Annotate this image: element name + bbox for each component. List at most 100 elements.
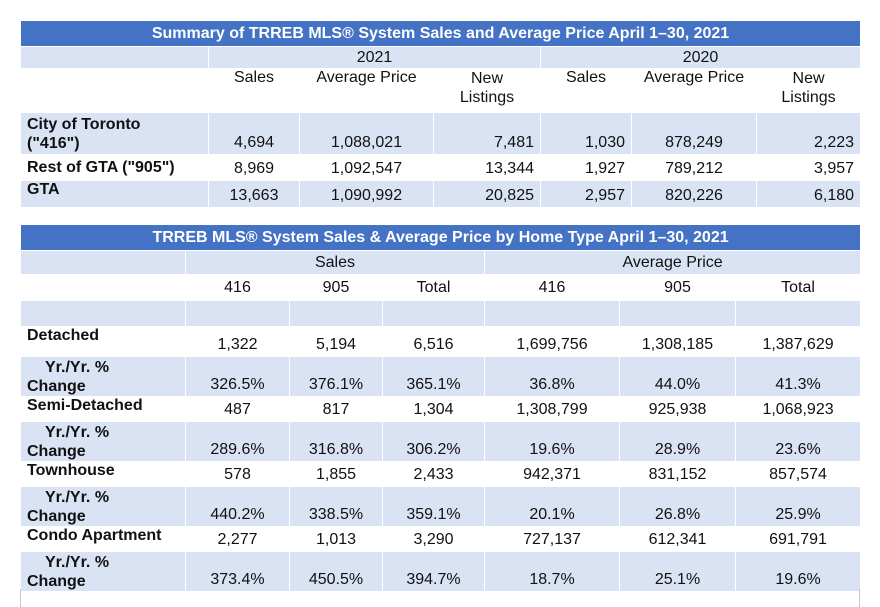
new-listings-l1: New — [470, 70, 503, 87]
cell: 19.6% — [734, 551, 862, 592]
cell: 450.5% — [289, 551, 383, 592]
cell: 1,304 — [382, 396, 485, 422]
cell: 1,855 — [289, 461, 383, 487]
new-listings-l2: Listings — [781, 89, 836, 106]
row-label-l1: City of Toronto — [27, 115, 141, 133]
cell: 831,152 — [619, 461, 736, 487]
cell: 1,308,799 — [484, 396, 620, 422]
cell: 19.6% — [484, 421, 620, 462]
avg-price-group-header: Average Price — [483, 250, 862, 275]
cell: 25.9% — [734, 486, 862, 527]
cell: 376.1% — [289, 356, 383, 397]
cell: 2,433 — [382, 461, 485, 487]
cell: 1,927 — [540, 154, 632, 181]
cell: 2,957 — [540, 180, 632, 208]
summary-table: Summary of TRREB MLS® System Sales and A… — [19, 20, 862, 208]
row-townhouse-change: Yr./Yr. % Change 440.2% 338.5% 359.1% 20.… — [20, 486, 862, 527]
col-sales-2020: Sales — [540, 68, 632, 113]
cell: 26.8% — [619, 486, 736, 527]
sub-header: Total — [382, 274, 485, 301]
hometype-corner — [20, 250, 186, 275]
cell: 612,341 — [619, 526, 736, 552]
row-label-gta: GTA — [20, 180, 209, 208]
cell: 44.0% — [619, 356, 736, 397]
spacer-row — [20, 300, 862, 327]
row-semi-detached: Semi-Detached 487 817 1,304 1,308,799 92… — [20, 396, 862, 422]
trailing-frame — [20, 589, 860, 607]
cell: 20,825 — [433, 180, 541, 208]
col-avg-price-2021: Average Price — [299, 68, 434, 113]
cell: 2,277 — [185, 526, 290, 552]
type-label-semi-detached: Semi-Detached — [20, 396, 186, 422]
change-label-l1: Yr./Yr. % — [45, 358, 110, 376]
cell: 316.8% — [289, 421, 383, 462]
col-avg-price-2020: Average Price — [631, 68, 757, 113]
cell: 41.3% — [734, 356, 862, 397]
cell: 4,694 — [208, 112, 300, 155]
cell: 1,088,021 — [299, 112, 434, 155]
change-label: Yr./Yr. % Change — [20, 551, 186, 592]
type-label-detached: Detached — [20, 326, 186, 357]
spacer-cell — [619, 300, 736, 327]
row-detached: Detached 1,322 5,194 6,516 1,699,756 1,3… — [20, 326, 862, 357]
summary-corner — [20, 46, 209, 69]
cell: 1,090,992 — [299, 180, 434, 208]
spacer-cell — [185, 300, 290, 327]
year-2020-header: 2020 — [539, 46, 862, 69]
new-listings-l2: Listings — [459, 89, 515, 106]
hometype-table: TRREB MLS® System Sales & Average Price … — [19, 224, 862, 592]
spacer-cell — [289, 300, 383, 327]
row-label-toronto: City of Toronto ("416") — [20, 112, 209, 155]
hometype-blank-header — [20, 274, 186, 301]
hometype-title: TRREB MLS® System Sales & Average Price … — [19, 224, 862, 251]
cell: 487 — [185, 396, 290, 422]
new-listings-l1: New — [792, 70, 825, 87]
row-semi-detached-change: Yr./Yr. % Change 289.6% 316.8% 306.2% 19.… — [20, 421, 862, 462]
change-label-l2: Change — [27, 572, 86, 590]
spacer-cell — [20, 300, 186, 327]
change-label: Yr./Yr. % Change — [20, 486, 186, 527]
row-townhouse: Townhouse 578 1,855 2,433 942,371 831,15… — [20, 461, 862, 487]
change-label: Yr./Yr. % Change — [20, 356, 186, 397]
sub-header: 905 — [289, 274, 383, 301]
row-label-l2: ("416") — [27, 134, 80, 152]
cell: 942,371 — [484, 461, 620, 487]
cell: 727,137 — [484, 526, 620, 552]
cell: 326.5% — [185, 356, 290, 397]
year-2021-header: 2021 — [208, 46, 541, 69]
row-condo-apartment-change: Yr./Yr. % Change 373.4% 450.5% 394.7% 18.… — [20, 551, 862, 592]
cell: 365.1% — [382, 356, 485, 397]
spacer-cell — [484, 300, 620, 327]
cell: 789,212 — [631, 154, 757, 181]
cell: 1,699,756 — [484, 326, 620, 357]
cell: 925,938 — [619, 396, 736, 422]
col-new-listings-2021: New Listings — [433, 68, 541, 113]
cell: 1,387,629 — [734, 326, 862, 357]
change-label-l2: Change — [27, 377, 86, 395]
type-label-condo-apartment: Condo Apartment — [20, 526, 186, 552]
sub-header: 416 — [185, 274, 290, 301]
cell: 289.6% — [185, 421, 290, 462]
cell: 1,013 — [289, 526, 383, 552]
cell: 3,957 — [755, 154, 862, 181]
cell: 1,092,547 — [299, 154, 434, 181]
cell: 8,969 — [208, 154, 300, 181]
cell: 20.1% — [484, 486, 620, 527]
sub-header: 905 — [619, 274, 736, 301]
change-label-l2: Change — [27, 507, 86, 525]
cell: 13,663 — [208, 180, 300, 208]
cell: 7,481 — [433, 112, 541, 155]
cell: 817 — [289, 396, 383, 422]
cell: 338.5% — [289, 486, 383, 527]
summary-row-gta: GTA 13,663 1,090,992 20,825 2,957 820,22… — [20, 180, 862, 208]
cell: 820,226 — [631, 180, 757, 208]
cell: 306.2% — [382, 421, 485, 462]
cell: 857,574 — [734, 461, 862, 487]
cell: 18.7% — [484, 551, 620, 592]
cell: 373.4% — [185, 551, 290, 592]
cell: 13,344 — [433, 154, 541, 181]
col-sales-2021: Sales — [208, 68, 300, 113]
cell: 36.8% — [484, 356, 620, 397]
cell: 6,516 — [382, 326, 485, 357]
change-label-l1: Yr./Yr. % — [45, 488, 110, 506]
